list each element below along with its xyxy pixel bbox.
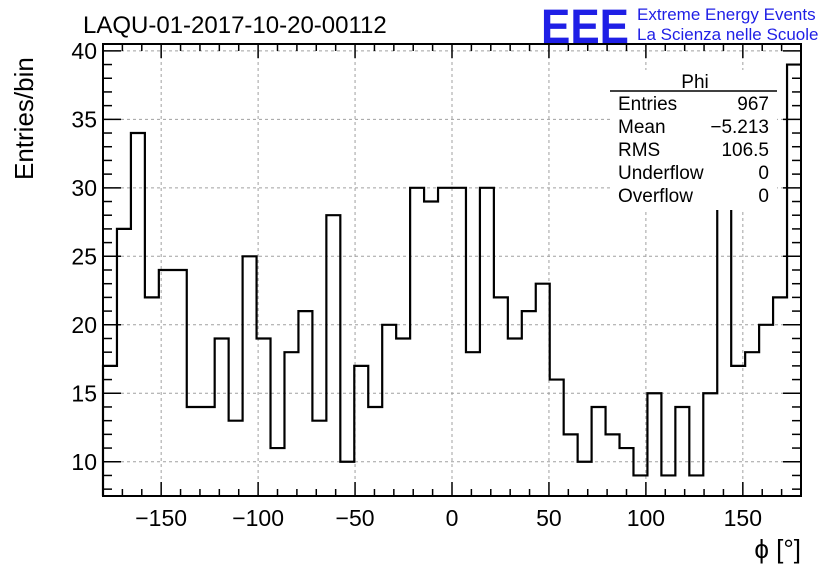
y-tick-label: 10 bbox=[71, 449, 97, 475]
y-axis-title: Entries/bin bbox=[9, 57, 39, 180]
y-axis: 10 15 20 25 30 35 40 bbox=[71, 38, 801, 490]
x-tick-label: −100 bbox=[232, 505, 284, 531]
y-tick-label: 25 bbox=[71, 243, 97, 269]
logo-line1: Extreme Energy Events bbox=[637, 5, 816, 24]
x-tick-label: −50 bbox=[336, 505, 375, 531]
x-tick-label: 0 bbox=[446, 505, 459, 531]
y-tick-label: 20 bbox=[71, 312, 97, 338]
stats-value-entries: 967 bbox=[737, 94, 769, 115]
y-tick-label: 15 bbox=[71, 380, 97, 406]
stats-box-background bbox=[612, 70, 777, 210]
y-tick-label: 35 bbox=[71, 106, 97, 132]
stats-label-underflow: Underflow bbox=[618, 163, 704, 184]
stats-title: Phi bbox=[681, 72, 708, 93]
stats-label-overflow: Overflow bbox=[618, 186, 693, 207]
logo-line2: La Scienza nelle Scuole bbox=[637, 25, 818, 44]
x-tick-label: 50 bbox=[536, 505, 562, 531]
stats-value-overflow: 0 bbox=[758, 186, 769, 207]
stats-value-mean: −5.213 bbox=[710, 117, 769, 138]
x-axis: −150 −100 −50 0 50 100 150 bbox=[102, 44, 802, 531]
stats-label-entries: Entries bbox=[618, 94, 677, 115]
stats-value-underflow: 0 bbox=[758, 163, 769, 184]
eee-logo: EEE Extreme Energy Events La Scienza nel… bbox=[541, 1, 818, 54]
x-tick-label: 100 bbox=[627, 505, 665, 531]
y-tick-label: 40 bbox=[71, 38, 97, 64]
stats-label-rms: RMS bbox=[618, 140, 660, 161]
stats-label-mean: Mean bbox=[618, 117, 666, 138]
x-tick-label: −150 bbox=[135, 505, 187, 531]
x-tick-label: 150 bbox=[724, 505, 762, 531]
logo-mark: EEE bbox=[541, 1, 629, 54]
chart-title: LAQU-01-2017-10-20-00112 bbox=[83, 12, 387, 39]
stats-value-rms: 106.5 bbox=[721, 140, 769, 161]
histogram-line bbox=[101, 63, 801, 496]
stats-box: Phi Entries 967 Mean −5.213 RMS 106.5 Un… bbox=[610, 70, 777, 210]
x-axis-title: ϕ [°] bbox=[754, 534, 801, 564]
y-tick-label: 30 bbox=[71, 175, 97, 201]
